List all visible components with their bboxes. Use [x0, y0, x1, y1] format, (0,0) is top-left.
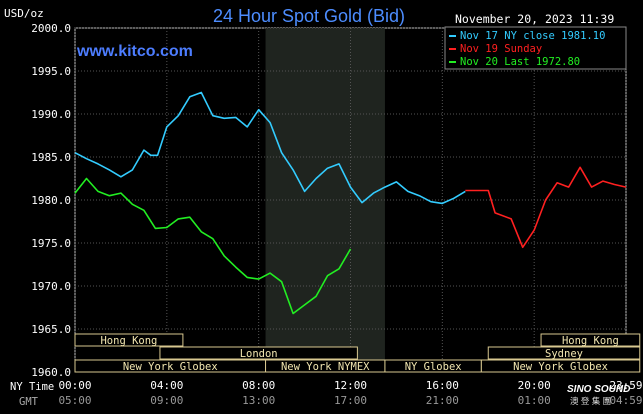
ny-time-tick-label: 12:00 — [334, 379, 367, 392]
session-bar-label: Hong Kong — [100, 335, 157, 347]
gmt-axis-label: GMT — [19, 396, 39, 408]
y-tick-label: 1960.0 — [31, 366, 71, 379]
ny-time-tick-label: 08:00 — [242, 379, 275, 392]
ny-time-tick-label: 16:00 — [426, 379, 459, 392]
ny-time-tick-label: 04:00 — [150, 379, 183, 392]
session-bar-label: NY Globex — [405, 361, 462, 373]
chart-title: 24 Hour Spot Gold (Bid) — [213, 6, 405, 26]
y-tick-label: 2000.0 — [31, 22, 71, 35]
y-axis-label: USD/oz — [4, 7, 44, 20]
gmt-tick-label: 01:00 — [518, 394, 551, 407]
session-bar-label: New York NYMEX — [281, 361, 370, 373]
ny-time-tick-label: 23:59 — [609, 379, 642, 392]
kitco-watermark: www.kitco.com — [76, 43, 193, 60]
gmt-tick-label: 04:59 — [609, 394, 642, 407]
legend-entry: Nov 17 NY close 1981.10 — [460, 30, 605, 42]
session-bar-label: London — [240, 348, 278, 360]
session-bar-label: Sydney — [545, 348, 583, 360]
ny-time-tick-label: 00:00 — [58, 379, 91, 392]
sino-sound-logo: SINO SOUND 澳 登 集 團 — [567, 384, 630, 406]
y-tick-label: 1980.0 — [31, 194, 71, 207]
sino-sound-logo-subtext: 澳 登 集 團 — [570, 396, 611, 406]
session-bar-label: New York Globex — [123, 361, 218, 373]
gmt-tick-label: 09:00 — [150, 394, 183, 407]
y-tick-label: 1990.0 — [31, 108, 71, 121]
y-tick-label: 1965.0 — [31, 323, 71, 336]
timestamp: November 20, 2023 11:39 — [455, 12, 614, 26]
session-bar — [74, 333, 184, 347]
shaded-session-region — [265, 28, 385, 372]
session-bar — [487, 346, 641, 360]
y-axis-ticks: 2000.0 1995.0 1990.0 1985.0 1980.0 1975.0 1970… — [31, 22, 71, 379]
session-bar-label: New York Globex — [513, 361, 608, 373]
x-axis-ticks: 00:00 05:00 04:00 09:00 08:00 13:00 12:00 17:00… — [58, 379, 642, 407]
sino-sound-logo-text: SINO SOUND — [567, 384, 630, 395]
legend-entry: Nov 20 Last 1972.80 — [460, 56, 580, 68]
gmt-tick-label: 13:00 — [242, 394, 275, 407]
ny-time-axis-label: NY Time — [10, 381, 54, 393]
gmt-tick-label: 21:00 — [426, 394, 459, 407]
legend-box — [444, 26, 627, 70]
legend-entry: Nov 19 Sunday — [460, 43, 542, 55]
session-bars: Hong Kong London New York Globex New York N… — [74, 333, 641, 373]
y-tick-label: 1975.0 — [31, 237, 71, 250]
series-line — [74, 91, 466, 205]
series-lines — [74, 91, 627, 315]
session-bar — [480, 359, 641, 373]
ny-time-tick-label: 20:00 — [518, 379, 551, 392]
gmt-tick-label: 05:00 — [58, 394, 91, 407]
session-bar — [159, 346, 358, 360]
y-tick-label: 1995.0 — [31, 65, 71, 78]
session-bar-label: Hong Kong — [562, 335, 619, 347]
gmt-tick-label: 17:00 — [334, 394, 367, 407]
series-line — [74, 177, 352, 315]
session-bar — [540, 333, 641, 347]
series-line — [465, 166, 627, 249]
y-tick-label: 1970.0 — [31, 280, 71, 293]
y-tick-label: 1985.0 — [31, 151, 71, 164]
